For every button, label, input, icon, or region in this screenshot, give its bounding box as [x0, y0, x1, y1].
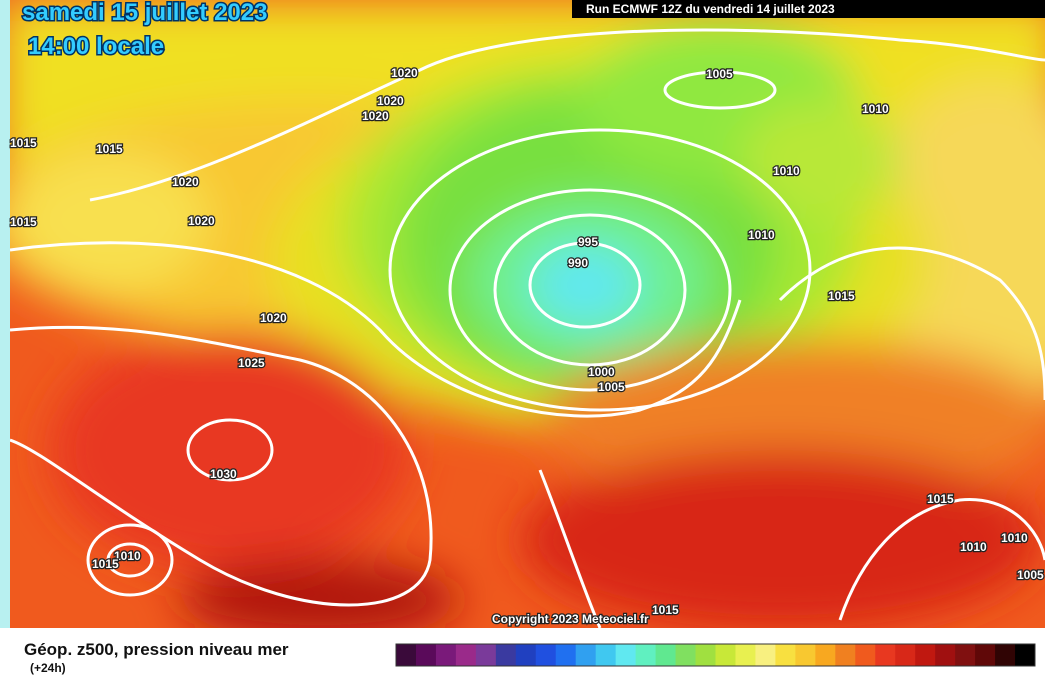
color-swatch	[755, 644, 776, 666]
color-swatch	[855, 644, 876, 666]
color-swatch	[615, 644, 637, 666]
color-swatch	[715, 644, 736, 666]
color-swatch	[555, 644, 577, 666]
color-swatch	[535, 644, 557, 666]
isobar-label: 1020	[260, 311, 287, 325]
color-swatch	[396, 644, 417, 666]
color-bar-border	[395, 643, 1036, 667]
isobar-label: 1000	[588, 365, 615, 379]
isobar-label: 995	[578, 235, 598, 249]
color-swatch	[795, 644, 816, 666]
isobar-label: 1010	[862, 102, 889, 116]
isobar-label: 1015	[828, 289, 855, 303]
isobar-label: 1010	[748, 228, 775, 242]
time: 14:00 locale	[28, 33, 164, 60]
copyright: Copyright 2023 Meteociel.fr	[492, 612, 649, 626]
isobar-label: 1015	[10, 136, 37, 150]
isobar-label: 1025	[238, 356, 265, 370]
color-swatch	[995, 644, 1016, 666]
legend-title: Géop. z500, pression niveau mer	[24, 640, 289, 659]
color-bar	[395, 643, 1036, 667]
color-swatch	[435, 644, 457, 666]
color-swatch	[475, 644, 497, 666]
color-swatch	[575, 644, 597, 666]
color-swatch	[1015, 644, 1036, 666]
field	[10, 0, 1045, 628]
color-swatch	[415, 644, 437, 666]
color-swatch	[695, 644, 716, 666]
side-strip	[0, 0, 10, 628]
color-swatch	[875, 644, 896, 666]
isobar-label: 1030	[210, 467, 237, 481]
isobar-label: 1015	[927, 492, 954, 506]
color-swatch	[495, 644, 517, 666]
color-swatch	[635, 644, 657, 666]
isobar-label: 1015	[10, 215, 37, 229]
color-swatch	[935, 644, 956, 666]
isobar-label: 1020	[377, 94, 404, 108]
isobar-label: 1005	[1017, 568, 1044, 582]
isobar-label: 1010	[1001, 531, 1028, 545]
isobar-label: 1015	[652, 603, 679, 617]
run-info: Run ECMWF 12Z du vendredi 14 juillet 202…	[586, 2, 835, 16]
isobar-label: 1015	[92, 557, 119, 571]
isobar-label: 1010	[773, 164, 800, 178]
isobar-label: 1020	[391, 66, 418, 80]
color-swatch	[655, 644, 677, 666]
run-banner	[572, 0, 1045, 18]
color-swatch	[915, 644, 936, 666]
color-swatch	[835, 644, 856, 666]
date: samedi 15 juillet 2023	[22, 0, 267, 26]
legend-subtitle: (+24h)	[30, 661, 66, 675]
isobar-label: 1005	[706, 67, 733, 81]
isobar-label: 1020	[172, 175, 199, 189]
isobar-label: 1010	[960, 540, 987, 554]
color-swatch	[975, 644, 996, 666]
color-swatch	[955, 644, 976, 666]
isobar-label: 1010	[114, 549, 141, 563]
color-swatch	[455, 644, 477, 666]
isobar-label: 990	[568, 256, 588, 270]
color-swatch	[775, 644, 796, 666]
color-swatch	[815, 644, 836, 666]
isobars	[10, 28, 1045, 628]
color-swatch	[735, 644, 756, 666]
isobar-label: 1005	[598, 380, 625, 394]
color-swatch	[515, 644, 537, 666]
color-swatch	[595, 644, 617, 666]
isobar-label: 1015	[96, 142, 123, 156]
color-swatch	[675, 644, 697, 666]
color-swatch	[895, 644, 916, 666]
isobar-label: 1020	[188, 214, 215, 228]
isobar-label: 1020	[362, 109, 389, 123]
